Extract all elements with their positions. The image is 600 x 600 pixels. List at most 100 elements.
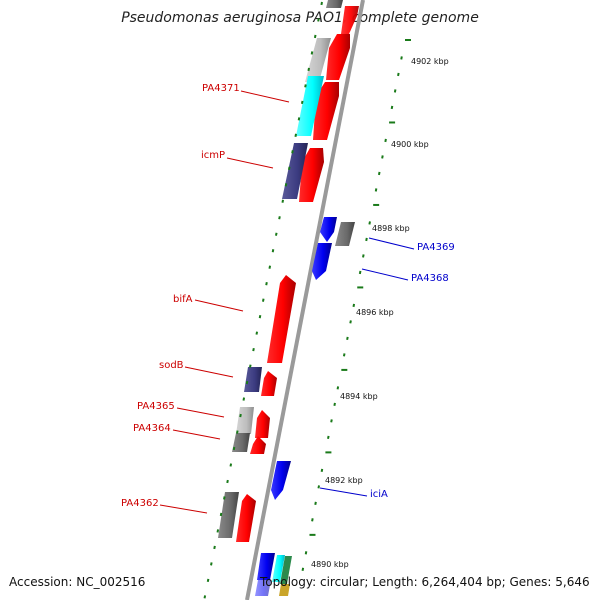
- guide-tick: [300, 100, 304, 105]
- gene-feature[interactable]: [312, 243, 332, 280]
- gene-feature[interactable]: [341, 6, 359, 34]
- guide-tick: [368, 221, 371, 225]
- guide-tick: [226, 479, 229, 484]
- gene-feature[interactable]: [335, 222, 355, 246]
- gene-feature[interactable]: [299, 148, 324, 202]
- gene-label[interactable]: PA4371: [202, 83, 240, 94]
- kbp-label: 4898 kbp: [372, 224, 410, 233]
- guide-tick: [317, 18, 320, 22]
- guide-tick: [278, 216, 281, 220]
- guide-tick: [397, 72, 400, 77]
- guide-tick: [301, 567, 305, 571]
- guide-tick: [346, 336, 349, 341]
- guide-tick: [320, 468, 324, 473]
- guide-tick: [236, 430, 239, 434]
- guide-tick: [252, 347, 255, 352]
- gene-feature[interactable]: [282, 143, 308, 199]
- guide-tick: [336, 386, 340, 390]
- guide-tick: [362, 254, 365, 258]
- guide-tick: [327, 435, 330, 440]
- guide-tick: [297, 117, 301, 121]
- guide-tick: [320, 1, 323, 6]
- gene-feature[interactable]: [236, 407, 254, 434]
- guide-tick: [374, 188, 378, 192]
- guide-tick: [294, 133, 298, 138]
- guide-tick: [291, 150, 294, 154]
- kbp-label: 4890 kbp: [311, 560, 349, 569]
- guide-tick: [219, 512, 223, 517]
- position-scale: 4902 kbp 4900 kbp 4898 kbp 4896 kbp 4894…: [311, 57, 449, 569]
- guide-tick: [213, 545, 216, 550]
- left-guide-ticks: [203, 1, 323, 599]
- guide-tick: [358, 270, 362, 275]
- kbp-label: 4896 kbp: [356, 308, 394, 317]
- gene-feature[interactable]: [305, 38, 331, 82]
- accession-text: Accession: NC_002516: [9, 575, 146, 589]
- gene-feature[interactable]: [236, 494, 256, 542]
- guide-tick: [377, 171, 381, 176]
- gene-feature[interactable]: [255, 580, 271, 596]
- kbp-label: 4892 kbp: [325, 476, 363, 485]
- guide-tick: [342, 353, 346, 357]
- gene-label[interactable]: bifA: [173, 294, 193, 305]
- guide-tick: [313, 34, 317, 39]
- gene-feature[interactable]: [244, 367, 262, 392]
- guide-tick: [242, 397, 246, 401]
- gene-feature[interactable]: [272, 555, 285, 582]
- guide-tick: [261, 298, 265, 302]
- kbp-label: 4900 kbp: [391, 140, 429, 149]
- gene-feature[interactable]: [218, 492, 239, 538]
- guide-tick: [216, 529, 220, 533]
- gene-feature[interactable]: [261, 371, 277, 396]
- kbp-label: 4894 kbp: [340, 392, 378, 401]
- guide-tick: [390, 105, 394, 110]
- gene-feature[interactable]: [279, 584, 290, 596]
- gene-feature[interactable]: [280, 556, 292, 584]
- kbp-label: 4902 kbp: [411, 57, 449, 66]
- guide-tick: [239, 413, 242, 418]
- guide-tick: [307, 67, 310, 72]
- gene-feature[interactable]: [271, 461, 291, 500]
- gene-label[interactable]: PA4365: [137, 401, 175, 412]
- gene-feature[interactable]: [257, 553, 275, 580]
- guide-tick: [203, 595, 207, 599]
- guide-tick: [255, 331, 259, 335]
- gene-feature[interactable]: [320, 217, 337, 242]
- gene-label[interactable]: PA4362: [121, 498, 159, 509]
- label-leaders: [159, 90, 415, 514]
- gene-feature[interactable]: [232, 433, 250, 452]
- gene-label[interactable]: sodB: [159, 360, 184, 371]
- gene-feature[interactable]: [326, 0, 343, 8]
- guide-tick: [349, 320, 352, 324]
- guide-tick: [284, 183, 288, 187]
- guide-tick: [333, 402, 336, 407]
- gene-feature[interactable]: [267, 275, 296, 363]
- guide-tick: [304, 84, 307, 88]
- guide-tick: [249, 364, 252, 368]
- gene-label[interactable]: PA4368: [411, 273, 449, 284]
- right-guide-ticks: [301, 39, 411, 571]
- gene-label[interactable]: iciA: [370, 489, 388, 500]
- guide-tick: [381, 155, 384, 159]
- gene-track: [218, 0, 359, 596]
- gene-label[interactable]: PA4364: [133, 423, 171, 434]
- gene-label[interactable]: icmP: [201, 150, 225, 161]
- guide-tick: [229, 463, 233, 467]
- guide-tick: [365, 237, 368, 242]
- gene-feature[interactable]: [255, 410, 270, 438]
- guide-tick: [310, 51, 314, 55]
- guide-tick: [352, 303, 356, 308]
- gene-label[interactable]: PA4369: [417, 242, 455, 253]
- gene-feature[interactable]: [250, 436, 266, 454]
- gene-feature[interactable]: [326, 34, 350, 80]
- guide-tick: [281, 199, 285, 203]
- guide-tick: [287, 166, 291, 170]
- guide-tick: [311, 518, 314, 522]
- guide-tick: [210, 562, 213, 566]
- guide-tick: [330, 419, 333, 423]
- guide-tick: [393, 89, 397, 93]
- guide-tick: [206, 578, 210, 583]
- guide-tick: [384, 138, 387, 143]
- gene-feature[interactable]: [296, 76, 324, 136]
